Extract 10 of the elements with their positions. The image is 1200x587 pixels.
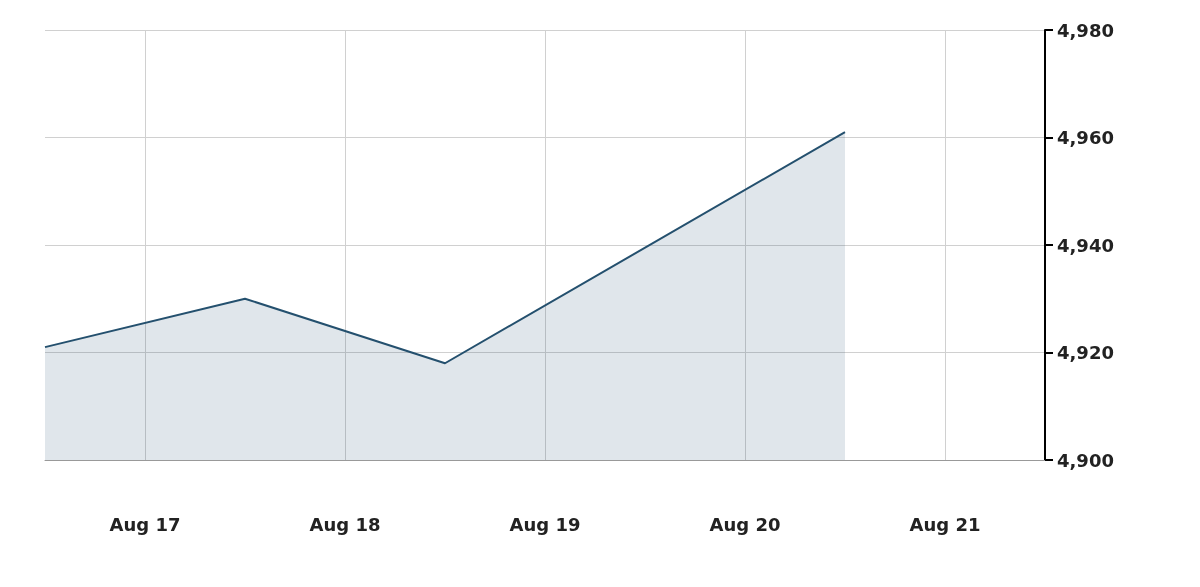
y-tick-label: 4,900 bbox=[1057, 449, 1114, 471]
y-tick-label: 4,920 bbox=[1057, 342, 1114, 363]
x-tick-label: Aug 20 bbox=[709, 513, 781, 535]
y-tick-label: 4,980 bbox=[1057, 19, 1114, 41]
y-tick-label: 4,940 bbox=[1057, 234, 1114, 256]
x-tick-label: Aug 19 bbox=[509, 513, 581, 535]
x-tick-label: Aug 18 bbox=[309, 513, 381, 535]
x-tick-label: Aug 17 bbox=[109, 513, 181, 535]
x-tick-label: Aug 21 bbox=[909, 513, 981, 535]
y-tick-label: 4,960 bbox=[1057, 127, 1114, 148]
